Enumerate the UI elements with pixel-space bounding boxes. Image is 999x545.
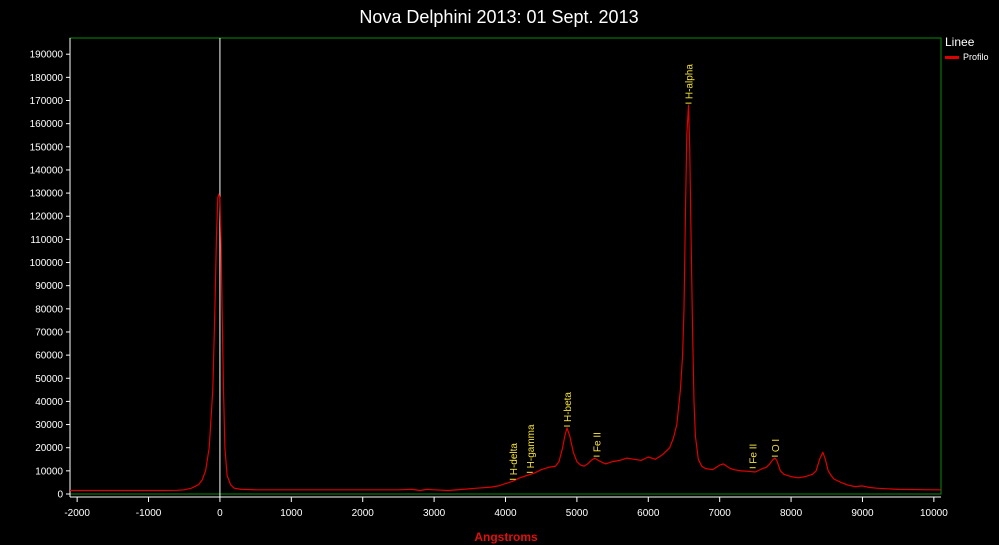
series-line-profilo: [70, 104, 941, 492]
annotation-label: H-delta: [509, 443, 520, 476]
x-tick-label: 3000: [423, 508, 446, 519]
y-tick-label: 180000: [30, 73, 64, 84]
y-tick-label: 70000: [35, 327, 63, 338]
legend-label: Profilo: [963, 52, 989, 62]
x-tick-label: 4000: [494, 508, 517, 519]
legend: Linee Profilo: [945, 35, 999, 62]
y-tick-label: 10000: [35, 466, 63, 477]
y-tick-label: 130000: [30, 189, 64, 200]
y-tick-label: 190000: [30, 50, 64, 61]
x-tick-label: 9000: [851, 508, 874, 519]
x-tick-label: 8000: [780, 508, 803, 519]
x-axis-label: Angstroms: [474, 530, 538, 544]
y-tick-label: 160000: [30, 119, 64, 130]
x-tick-label: 6000: [637, 508, 660, 519]
annotation-label: Fe II: [749, 444, 760, 464]
y-tick-label: 20000: [35, 443, 63, 454]
legend-title: Linee: [945, 35, 975, 49]
x-tick-label: 7000: [709, 508, 732, 519]
y-tick-label: 90000: [35, 281, 63, 292]
y-tick-label: 80000: [35, 304, 63, 315]
y-tick-label: 140000: [30, 165, 64, 176]
y-tick-label: 0: [57, 490, 63, 501]
y-tick-label: 40000: [35, 397, 63, 408]
annotation-label: H-gamma: [526, 424, 537, 468]
y-tick-label: 150000: [30, 142, 64, 153]
x-tick-label: -2000: [64, 508, 90, 519]
y-tick-label: 30000: [35, 420, 63, 431]
y-axis: 0 10000 20000 30000 40000 50000 60000 70000 8000…: [30, 38, 71, 501]
annotation-label: H-alpha: [684, 64, 695, 99]
x-axis: -2000 -1000 0 1000 2000 3000 4000 5000 6000 7000 8…: [64, 496, 948, 519]
annotation-label: O I: [771, 439, 782, 452]
y-tick-label: 50000: [35, 374, 63, 385]
legend-swatch: [945, 55, 959, 59]
x-tick-label: 1000: [280, 508, 303, 519]
y-tick-label: 110000: [30, 235, 63, 246]
series-group: [70, 104, 941, 492]
x-tick-label: 5000: [566, 508, 589, 519]
y-tick-label: 60000: [35, 351, 63, 362]
plot-border: [69, 37, 942, 495]
y-tick-label: 170000: [30, 96, 64, 107]
annotations-group: H-delta H-gamma H-beta Fe II H-alpha Fe II O I: [509, 64, 782, 480]
x-tick-label: 2000: [352, 508, 375, 519]
annotation-label: H-beta: [563, 392, 574, 422]
legend-item-profilo: Profilo: [945, 52, 999, 62]
x-tick-label: 10000: [920, 508, 948, 519]
y-tick-label: 120000: [30, 212, 64, 223]
y-tick-label: 100000: [30, 258, 64, 269]
x-tick-label: -1000: [136, 508, 162, 519]
annotation-label: Fe II: [593, 432, 604, 452]
x-tick-label: 0: [217, 508, 223, 519]
chart-title: Nova Delphini 2013: 01 Sept. 2013: [359, 7, 638, 27]
